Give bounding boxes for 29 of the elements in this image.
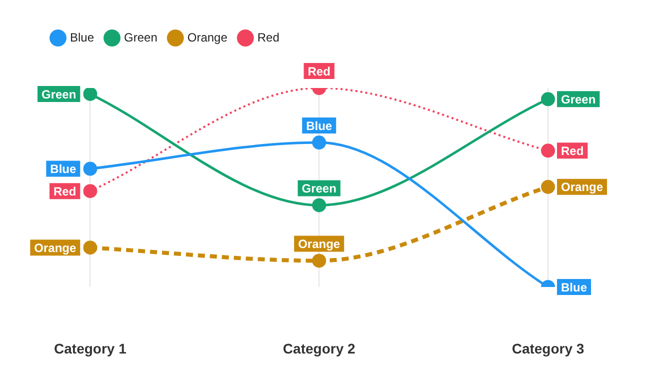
text: Orange [561,180,604,194]
text: Blue [306,118,332,133]
x-tick-label: Category 3 [512,340,584,356]
text: Green [561,92,596,106]
legend-label: Red [257,30,280,44]
text: Red [561,144,584,158]
text: Green [42,87,76,102]
point [541,180,555,194]
point [83,184,98,198]
point [541,92,555,106]
text: Orange [298,237,340,252]
text: Green [302,182,336,196]
point [83,88,98,101]
point [541,144,555,158]
text: Red [308,64,330,78]
legend-label: Orange [187,30,228,44]
text: Blue [561,280,588,294]
point [312,198,326,212]
legend-label: Blue [70,30,94,44]
point [83,240,98,255]
point [83,162,98,176]
x-tick-label: Category 2 [282,340,356,356]
x-tick-label: Category 1 [54,340,127,356]
legend-label: Green [124,30,158,44]
text: Orange [34,240,76,255]
point [312,136,326,150]
point [312,254,326,268]
text: Red [54,184,76,198]
text: Blue [50,162,76,176]
